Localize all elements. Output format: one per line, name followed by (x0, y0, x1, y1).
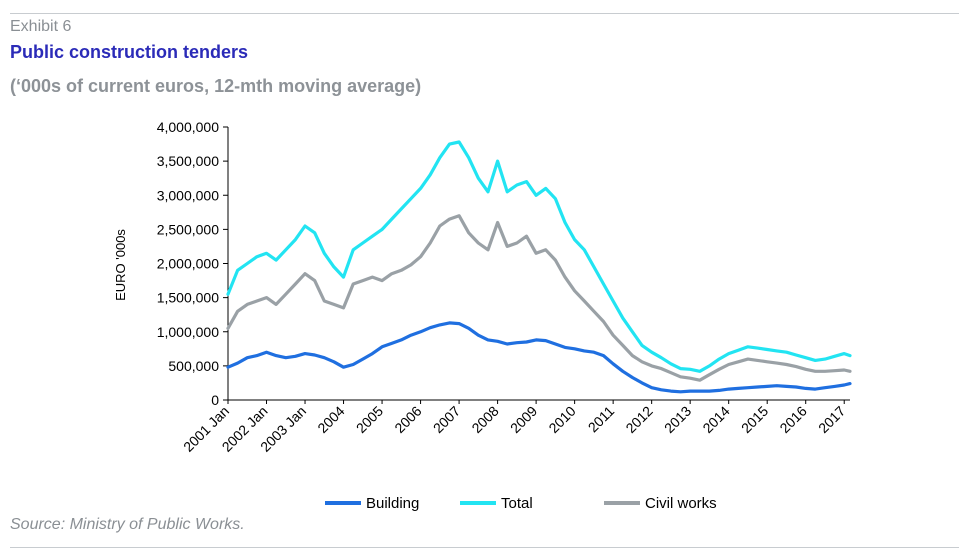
x-tick-label: 2016 (776, 403, 809, 436)
x-tick-label: 2017 (815, 403, 848, 436)
x-tick-label: 2015 (738, 403, 771, 436)
y-tick-label: 1,500,000 (157, 290, 219, 306)
x-tick-label: 2006 (391, 403, 424, 436)
series-line-total (226, 140, 852, 373)
y-tick-label: 500,000 (168, 358, 219, 374)
x-tick-label: 2007 (430, 403, 463, 436)
y-tick-label: 3,000,000 (157, 187, 219, 203)
x-tick-label: 2010 (545, 403, 578, 436)
y-tick-label: 0 (211, 392, 219, 408)
y-axis: 0 500,000 1,000,000 1,500,000 2,000,000 2,500… (157, 119, 229, 408)
y-axis-label: EURO '000s (113, 229, 128, 301)
legend-label: Building (366, 495, 419, 512)
chart-title: Public construction tenders (10, 42, 249, 62)
chart-subtitle: (‘000s of current euros, 12-mth moving a… (10, 76, 422, 96)
exhibit-label: Exhibit 6 (10, 18, 72, 35)
y-tick-label: 2,000,000 (157, 256, 219, 272)
x-tick-label: 2009 (507, 403, 540, 436)
x-tick-label: 2004 (314, 403, 347, 436)
series-layer (226, 140, 852, 394)
x-tick-label: 2014 (699, 403, 732, 436)
x-tick-label: 2012 (622, 403, 655, 436)
y-tick-label: 2,500,000 (157, 221, 219, 237)
y-tick-label: 3,500,000 (157, 153, 219, 169)
x-tick-label: 2008 (468, 403, 501, 436)
legend: Building Total Civil works (325, 495, 717, 512)
y-tick-label: 4,000,000 (157, 119, 219, 135)
source-note: Source: Ministry of Public Works. (10, 516, 245, 533)
legend-label: Civil works (645, 495, 717, 512)
legend-label: Total (501, 495, 533, 512)
series-line-civil-works (226, 214, 852, 382)
x-tick-label: 2005 (353, 403, 386, 436)
bottom-rule (10, 547, 959, 548)
x-tick-label: 2013 (661, 403, 694, 436)
y-tick-label: 1,000,000 (157, 324, 219, 340)
series-line-building (226, 321, 852, 394)
x-tick-label: 2011 (585, 403, 618, 436)
top-rule (10, 13, 959, 14)
